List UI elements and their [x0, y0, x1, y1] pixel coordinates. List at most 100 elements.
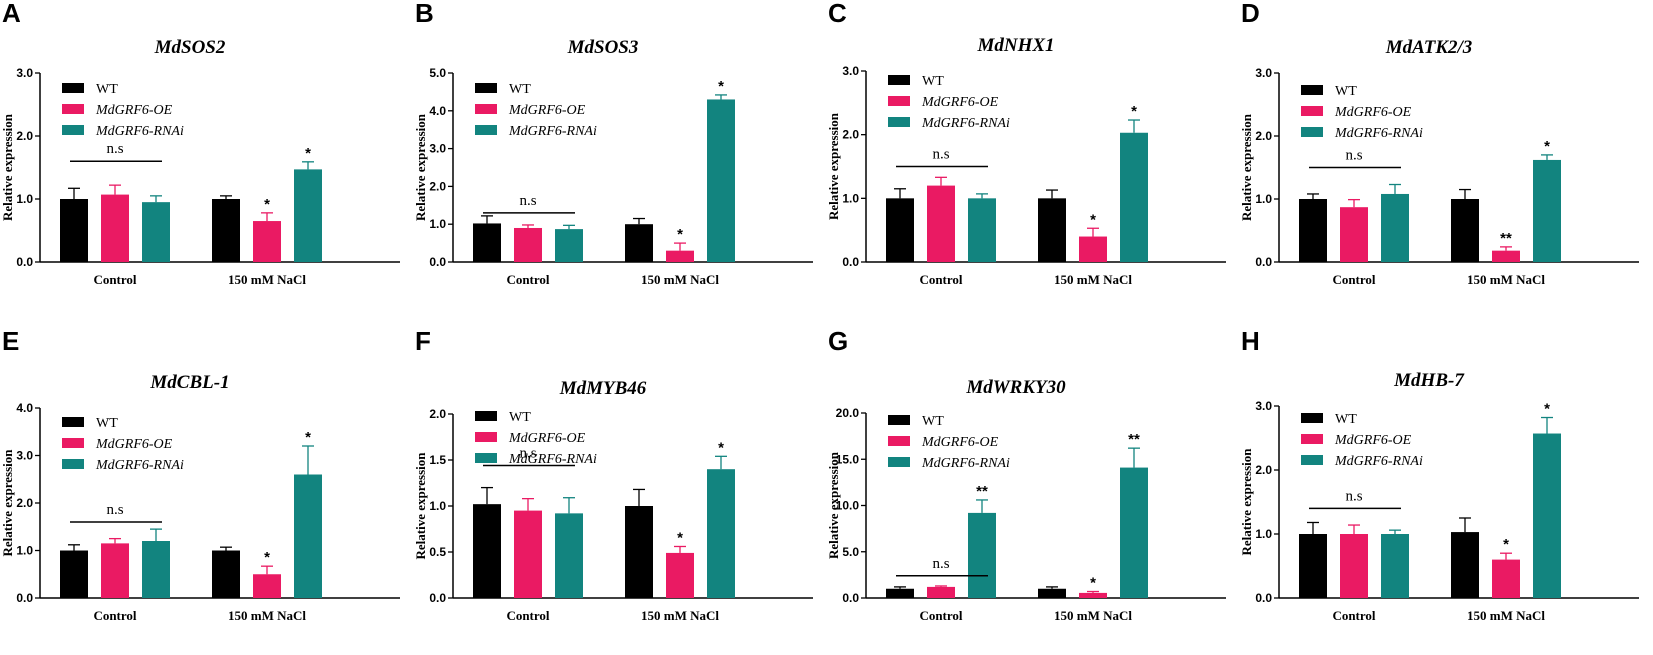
legend-swatch [888, 415, 910, 425]
panel-letter: D [1241, 0, 1260, 28]
bar-mdgrf6-rnai-control [555, 513, 583, 598]
ns-label: n.s [106, 502, 123, 518]
legend-label: MdGRF6-OE [921, 435, 999, 450]
x-tick-label: 150 mM NaCl [641, 272, 719, 287]
y-tick-label: 3.0 [1255, 399, 1272, 413]
legend-swatch [475, 411, 497, 421]
x-tick-label: Control [93, 272, 136, 287]
chart-panel-f: F MdMYB46 0.0 0.5 1.0 1.5 2.0 Relative expressi… [413, 328, 826, 655]
legend-label: MdGRF6-RNAi [508, 124, 597, 139]
y-tick-label: 1.0 [429, 499, 446, 513]
y-tick-label: 0.0 [16, 255, 33, 269]
y-tick-label: 1.0 [1255, 192, 1272, 206]
chart-title: MdNHX1 [977, 35, 1055, 56]
legend-label: MdGRF6-RNAi [1334, 126, 1423, 141]
significance-marker: * [718, 439, 724, 456]
chart-panel-h: H MdHB-7 0.0 1.0 2.0 3.0 Relative expression Co… [1239, 328, 1652, 655]
y-tick-label: 2.0 [842, 128, 859, 142]
y-tick-label: 2.0 [1255, 129, 1272, 143]
chart-title: MdSOS2 [154, 37, 226, 58]
legend-swatch [475, 83, 497, 93]
y-tick-label: 5.0 [842, 545, 859, 559]
ns-label: n.s [519, 446, 536, 462]
legend-swatch [888, 457, 910, 467]
legend-swatch [1301, 413, 1323, 423]
bar-wt-control [60, 550, 88, 598]
x-tick-label: Control [506, 272, 549, 287]
x-tick-label: 150 mM NaCl [1054, 608, 1132, 623]
bar-mdgrf6-rnai-control [968, 512, 996, 598]
bar-mdgrf6-oe-control [101, 543, 129, 598]
y-tick-label: 1.0 [842, 191, 859, 205]
y-tick-label: 2.0 [429, 179, 446, 193]
bar-mdgrf6-rnai-nacl [294, 474, 322, 598]
bar-wt-nacl [212, 199, 240, 262]
bar-mdgrf6-oe-control [1340, 534, 1368, 598]
y-tick-label: 3.0 [429, 142, 446, 156]
y-tick-label: 2.0 [16, 129, 33, 143]
legend-swatch [475, 432, 497, 442]
y-tick-label: 0.0 [1255, 591, 1272, 605]
bar-mdgrf6-oe-nacl [253, 221, 281, 262]
x-tick-label: 150 mM NaCl [1054, 272, 1132, 287]
y-tick-label: 1.0 [16, 192, 33, 206]
significance-marker: ** [976, 483, 988, 500]
legend-swatch [888, 96, 910, 106]
y-tick-label: 1.5 [429, 453, 446, 467]
y-tick-label: 4.0 [429, 104, 446, 118]
bar-mdgrf6-rnai-control [1381, 534, 1409, 598]
x-tick-label: Control [1332, 272, 1375, 287]
legend-label: WT [922, 74, 944, 89]
significance-marker: * [1503, 536, 1509, 553]
bar-mdgrf6-oe-control [101, 194, 129, 262]
bar-mdgrf6-rnai-nacl [1120, 132, 1148, 262]
y-tick-label: 0.0 [429, 255, 446, 269]
legend-label: MdGRF6-RNAi [1334, 454, 1423, 469]
bar-mdgrf6-oe-nacl [666, 250, 694, 262]
chart-title: MdWRKY30 [966, 377, 1066, 398]
legend-swatch [1301, 85, 1323, 95]
y-tick-label: 3.0 [16, 66, 33, 80]
bar-mdgrf6-oe-control [514, 227, 542, 262]
chart-panel-e: E MdCBL-1 0.0 1.0 2.0 3.0 4.0 Relative expressi… [0, 328, 413, 655]
y-tick-label: 3.0 [16, 449, 33, 463]
chart-panel-g: G MdWRKY30 0.0 5.0 10.0 15.0 20.0 Relative expr… [826, 328, 1239, 655]
y-tick-label: 1.0 [429, 217, 446, 231]
bar-wt-nacl [1038, 588, 1066, 598]
y-axis-label: Relative expression [413, 113, 428, 221]
bar-wt-nacl [212, 550, 240, 598]
y-tick-label: 2.0 [429, 407, 446, 421]
legend-label: WT [922, 414, 944, 429]
legend-swatch [62, 459, 84, 469]
chart-title: MdCBL-1 [150, 372, 230, 393]
chart-panel-d: D MdATK2/3 0.0 1.0 2.0 3.0 Relative expression… [1239, 0, 1652, 327]
legend-label: MdGRF6-RNAi [921, 116, 1010, 131]
legend-label: MdGRF6-OE [921, 95, 999, 110]
legend-swatch [62, 417, 84, 427]
significance-marker: * [305, 145, 311, 162]
y-tick-label: 1.0 [1255, 527, 1272, 541]
bar-wt-nacl [1451, 199, 1479, 262]
legend-label: MdGRF6-RNAi [95, 124, 184, 139]
significance-marker: * [677, 226, 683, 243]
bar-mdgrf6-oe-nacl [253, 574, 281, 598]
significance-marker: * [1131, 103, 1137, 120]
legend-label: MdGRF6-OE [95, 103, 173, 118]
y-tick-label: 0.0 [1255, 255, 1272, 269]
legend-label: MdGRF6-RNAi [95, 458, 184, 473]
y-tick-label: 15.0 [836, 452, 860, 466]
panel-letter: H [1241, 326, 1260, 356]
y-axis-label: Relative expression [413, 452, 428, 560]
bar-mdgrf6-oe-control [927, 586, 955, 598]
y-tick-label: 0.0 [842, 255, 859, 269]
panel-letter: E [2, 326, 20, 356]
chart-title: MdMYB46 [559, 378, 647, 399]
bar-mdgrf6-rnai-control [555, 229, 583, 262]
legend-swatch [475, 104, 497, 114]
panel-letter: B [415, 0, 434, 28]
bar-wt-nacl [625, 224, 653, 262]
significance-marker: * [677, 529, 683, 546]
